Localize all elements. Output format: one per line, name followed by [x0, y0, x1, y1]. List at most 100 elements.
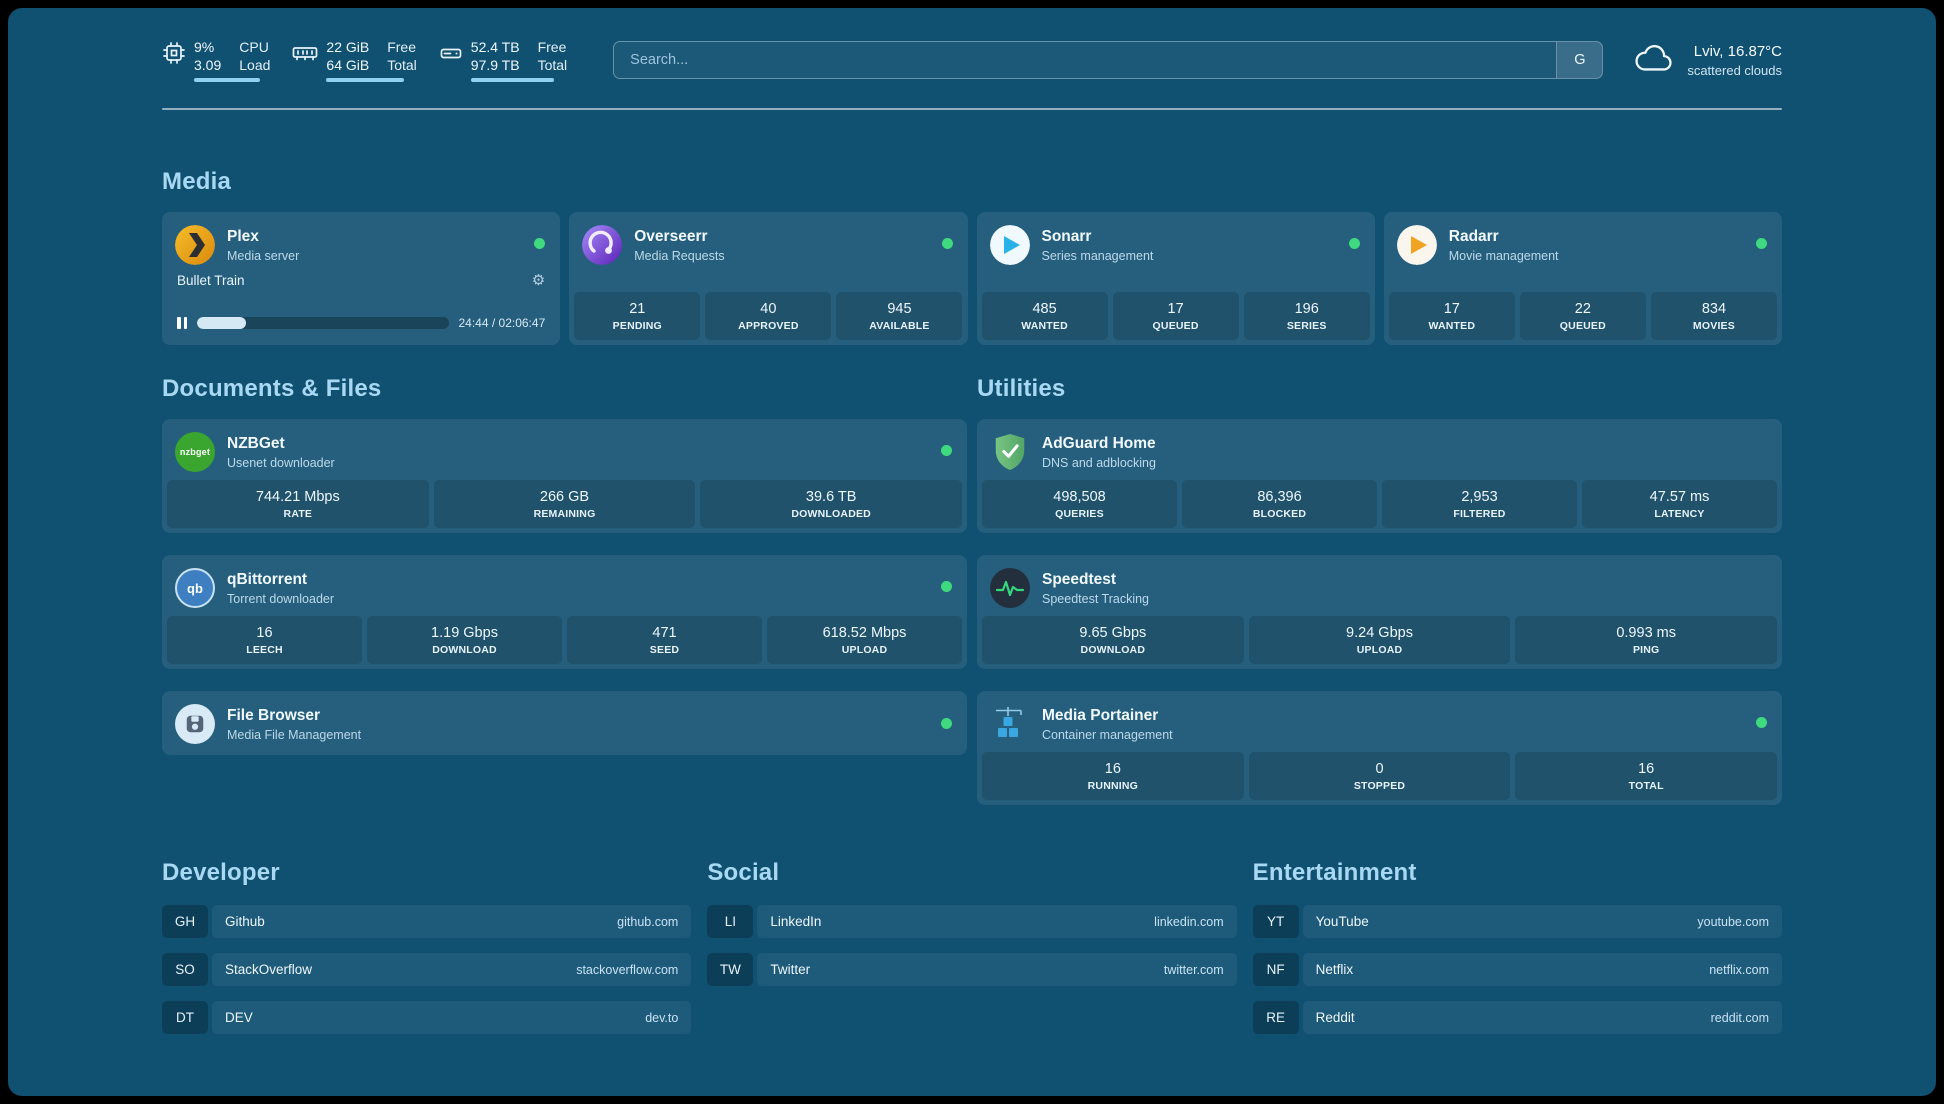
- bookmark-netflix[interactable]: NF Netflix netflix.com: [1252, 953, 1782, 986]
- stat-stopped: 0 STOPPED: [1248, 752, 1511, 800]
- disk-free-value: 52.4 TB: [470, 39, 520, 55]
- nzbget-icon: nzbget: [175, 432, 215, 472]
- documents-section: Documents & Files nzbget NZBGet Usenet d…: [162, 375, 967, 805]
- bookmark-youtube[interactable]: YT YouTube youtube.com: [1252, 905, 1782, 938]
- adguard-card[interactable]: AdGuard Home DNS and adblocking 498,508 …: [977, 419, 1782, 533]
- memory-total-value: 64 GiB: [326, 57, 370, 73]
- filebrowser-card[interactable]: File Browser Media File Management: [162, 691, 967, 755]
- nzbget-icon-text: nzbget: [179, 447, 211, 457]
- bookmark-url: linkedin.com: [1154, 914, 1224, 929]
- service-subtitle: Speedtest Tracking: [1042, 591, 1150, 606]
- stat-value: 86,396: [1257, 489, 1302, 505]
- sonarr-card-header: Sonarr Series management: [982, 217, 1370, 271]
- stat-label: QUEUED: [1152, 320, 1199, 332]
- bookmark-abbr: DT: [162, 1001, 208, 1034]
- radarr-titles: Radarr Movie management: [1449, 228, 1559, 263]
- stat-label: RATE: [283, 508, 313, 520]
- speedtest-stats: 9.65 Gbps DOWNLOAD 9.24 Gbps UPLOAD 0.99…: [982, 616, 1778, 664]
- service-subtitle: Media File Management: [227, 727, 362, 742]
- stat-value: 40: [760, 301, 777, 317]
- now-playing-row: Bullet Train ⚙: [167, 271, 555, 288]
- stat-label: FILTERED: [1453, 508, 1506, 520]
- stat-queries: 498,508 QUERIES: [982, 480, 1177, 528]
- plex-progress-fill: [197, 317, 247, 329]
- settings-gear-icon[interactable]: ⚙: [531, 272, 546, 289]
- stat-value: 498,508: [1053, 489, 1106, 505]
- cloud-icon: [1633, 42, 1675, 79]
- social-section-title: Social: [707, 859, 780, 886]
- bookmark-stackoverflow[interactable]: SO StackOverflow stackoverflow.com: [162, 953, 692, 986]
- adguard-stats: 498,508 QUERIES 86,396 BLOCKED 2,953 FIL…: [982, 480, 1777, 528]
- bookmark-linkedin[interactable]: LI LinkedIn linkedin.com: [707, 905, 1237, 938]
- stat-label: AVAILABLE: [869, 320, 930, 332]
- bookmark-dev[interactable]: DT DEV dev.to: [162, 1001, 692, 1034]
- search-input[interactable]: [614, 42, 1557, 78]
- nzbget-card[interactable]: nzbget NZBGet Usenet downloader 744.21 M…: [162, 419, 967, 533]
- stat-label: LATENCY: [1654, 508, 1705, 520]
- service-subtitle: Usenet downloader: [227, 455, 335, 470]
- memory-readout: 22 GiB 64 GiB Free Total: [326, 38, 417, 82]
- bookmark-twitter[interactable]: TW Twitter twitter.com: [707, 953, 1237, 986]
- sonarr-status-dot: [1348, 238, 1360, 249]
- disk-total-value: 97.9 TB: [470, 57, 520, 73]
- service-name: Plex: [227, 227, 259, 245]
- bookmark-url: youtube.com: [1697, 914, 1769, 929]
- disk-free-label: Free: [537, 39, 567, 55]
- bookmark-link: YouTube youtube.com: [1302, 905, 1782, 938]
- pause-button[interactable]: [177, 317, 187, 329]
- stat-value: 1.19 Gbps: [431, 625, 498, 641]
- stat-label: WANTED: [1428, 320, 1476, 332]
- memory-free-label: Free: [387, 39, 417, 55]
- bookmark-github[interactable]: GH Github github.com: [162, 905, 692, 938]
- overseerr-card[interactable]: Overseerr Media Requests 21 PENDING 40 A…: [569, 212, 968, 345]
- stat-label: DOWNLOADED: [791, 508, 871, 520]
- service-subtitle: Movie management: [1448, 248, 1559, 263]
- qbittorrent-card-header: qb qBittorrent Torrent downloader: [167, 560, 962, 614]
- cpu-load-value: 3.09: [194, 57, 222, 73]
- nzbget-card-header: nzbget NZBGet Usenet downloader: [167, 424, 962, 478]
- bookmark-link: Twitter twitter.com: [757, 953, 1237, 986]
- stat-value: 834: [1701, 301, 1727, 317]
- qbittorrent-status-dot: [941, 581, 952, 592]
- bookmark-link: DEV dev.to: [212, 1001, 692, 1034]
- portainer-card[interactable]: Media Portainer Container management 16 …: [977, 691, 1782, 805]
- qbittorrent-card[interactable]: qb qBittorrent Torrent downloader 16 LEE…: [162, 555, 967, 669]
- bookmark-abbr: YT: [1252, 905, 1299, 938]
- service-name: Radarr: [1448, 227, 1499, 245]
- stat-value: 16: [256, 625, 273, 641]
- service-name: Media Portainer: [1042, 706, 1159, 724]
- overseerr-icon: [582, 225, 623, 265]
- portainer-status-dot: [1756, 717, 1767, 728]
- plex-card[interactable]: Plex Media server Bullet Train ⚙ 24:44 /…: [162, 212, 561, 345]
- stat-leech: 16 LEECH: [167, 616, 362, 664]
- bookmarks-area: Developer GH Github github.com SO StackO…: [162, 859, 1782, 1082]
- stat-latency: 47.57 ms LATENCY: [1582, 480, 1777, 528]
- qbittorrent-icon-text: qb: [187, 580, 203, 596]
- stat-downloaded: 39.6 TB DOWNLOADED: [700, 480, 963, 528]
- service-name: Speedtest: [1042, 570, 1117, 588]
- service-name: Sonarr: [1041, 227, 1092, 245]
- stat-value: 22: [1574, 301, 1591, 317]
- radarr-status-dot: [1756, 238, 1767, 249]
- portainer-card-header: Media Portainer Container management: [982, 696, 1777, 750]
- plex-titles: Plex Media server: [227, 228, 299, 263]
- stat-filtered: 2,953 FILTERED: [1382, 480, 1577, 528]
- search-provider-button[interactable]: G: [1556, 42, 1603, 78]
- playback-time: 24:44 / 02:06:47: [458, 316, 546, 330]
- stat-value: 2,953: [1461, 489, 1498, 505]
- bookmark-abbr: GH: [162, 905, 208, 938]
- memory-widget: 22 GiB 64 GiB Free Total: [292, 38, 417, 82]
- stat-value: 17: [1167, 301, 1184, 317]
- stat-label: UPLOAD: [841, 644, 888, 656]
- entertainment-section-title: Entertainment: [1252, 859, 1417, 886]
- memory-free-value: 22 GiB: [326, 39, 370, 55]
- sonarr-card[interactable]: Sonarr Series management 485 WANTED 17 Q…: [976, 212, 1375, 345]
- speedtest-titles: Speedtest Speedtest Tracking: [1042, 571, 1149, 606]
- speedtest-card[interactable]: Speedtest Speedtest Tracking 9.65 Gbps D…: [977, 555, 1782, 669]
- playback-progress-track: [197, 317, 449, 329]
- bookmark-reddit[interactable]: RE Reddit reddit.com: [1252, 1001, 1782, 1034]
- stat-running: 16 RUNNING: [982, 752, 1244, 800]
- service-subtitle: Torrent downloader: [227, 591, 335, 606]
- radarr-stats: 17 WANTED 22 QUEUED 834 MOVIES: [1388, 292, 1777, 340]
- radarr-card[interactable]: Radarr Movie management 17 WANTED 22 QUE…: [1383, 212, 1782, 345]
